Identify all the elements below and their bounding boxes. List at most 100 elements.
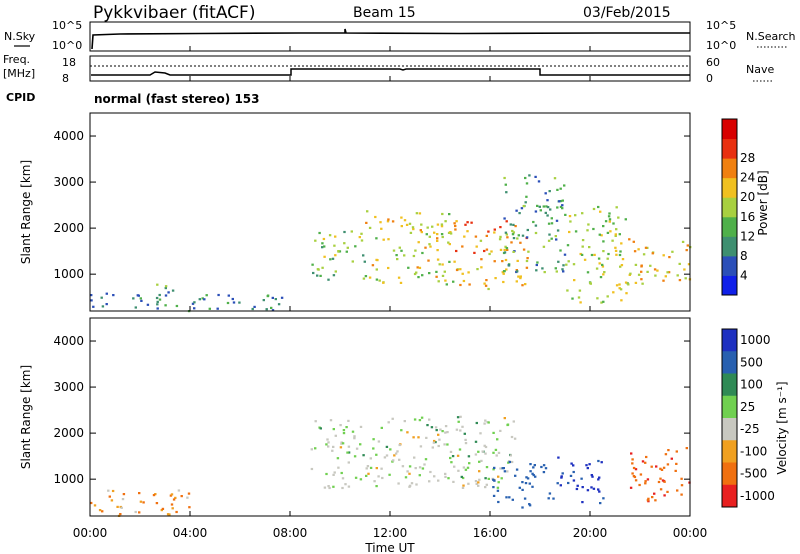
echo-cell — [601, 265, 605, 268]
station-title: Pykkvibaer (fitACF) — [93, 3, 255, 23]
echo-cell — [525, 195, 528, 198]
echo-cell — [505, 220, 508, 223]
echo-cell — [512, 420, 515, 423]
echo-cell — [576, 484, 579, 487]
echo-cell — [447, 477, 450, 480]
echo-cell — [437, 280, 440, 283]
echo-cell — [446, 431, 449, 434]
echo-cell — [387, 421, 390, 424]
echo-cell — [532, 220, 535, 224]
echo-cell — [441, 274, 445, 277]
echo-cell — [479, 239, 483, 242]
power-y-axis: 1000 2000 3000 4000 — [53, 129, 690, 281]
echo-cell — [416, 266, 419, 269]
echo-cell — [680, 477, 683, 480]
echo-cell — [654, 499, 657, 502]
echo-cell — [506, 236, 509, 239]
echo-cell — [368, 276, 372, 279]
echo-cell — [624, 281, 628, 284]
power-colorbar-block — [722, 216, 737, 237]
velocity-colorbar-tick: 500 — [740, 355, 763, 369]
echo-cell — [101, 305, 105, 308]
echo-cell — [554, 267, 557, 270]
echo-cell — [494, 448, 498, 451]
echo-cell — [615, 284, 619, 287]
echo-cell — [670, 457, 673, 460]
echo-cell — [362, 254, 365, 257]
echo-cell — [418, 466, 422, 469]
echo-cell — [340, 471, 343, 475]
echo-cell — [586, 467, 589, 470]
echo-cell — [667, 271, 671, 274]
echo-cell — [590, 253, 594, 257]
echo-cell — [359, 443, 362, 446]
echo-cell — [614, 233, 617, 236]
echo-cell — [521, 506, 524, 509]
echo-cell — [485, 483, 488, 486]
echo-cell — [362, 277, 366, 280]
echo-cell — [377, 440, 381, 443]
echo-cell — [415, 483, 418, 486]
echo-cell — [208, 307, 211, 310]
echo-cell — [507, 264, 511, 267]
echo-cell — [328, 486, 331, 490]
echo-cell — [524, 283, 527, 286]
echo-cell — [503, 417, 506, 420]
echo-cell — [588, 463, 591, 466]
echo-cell — [388, 473, 391, 476]
echo-cell — [339, 424, 342, 427]
echo-cell — [637, 273, 641, 276]
echo-cell — [499, 235, 502, 238]
echo-cell — [375, 453, 378, 456]
echo-cell — [371, 264, 375, 267]
echo-cell — [567, 481, 570, 485]
echo-cell — [493, 228, 496, 231]
echo-cell — [382, 238, 385, 241]
echo-cell — [441, 430, 444, 433]
echo-cell — [663, 480, 666, 483]
echo-cell — [563, 253, 567, 256]
freq-tick-bottom: 8 — [62, 72, 69, 85]
echo-cell — [475, 482, 478, 485]
power-ylabel: Slant Range [km] — [19, 160, 33, 264]
echo-cell — [353, 455, 357, 458]
echo-cell — [417, 241, 420, 244]
echo-cell — [457, 420, 460, 423]
echo-cell — [512, 231, 515, 234]
echo-cell — [412, 228, 415, 231]
echo-cell — [423, 463, 426, 466]
echo-cell — [534, 475, 537, 478]
echo-cell — [510, 460, 514, 464]
echo-cell — [270, 306, 273, 309]
echo-cell — [581, 239, 585, 242]
freq-unit: [MHz] — [3, 67, 35, 80]
nsky-tick-top: 10^5 — [52, 19, 82, 32]
echo-cell — [447, 231, 451, 234]
date-label: 03/Feb/2015 — [583, 5, 671, 21]
echo-cell — [555, 238, 558, 241]
echo-cell — [100, 296, 103, 299]
echo-cell — [403, 219, 407, 222]
echo-cell — [453, 260, 456, 263]
echo-cell — [618, 253, 622, 257]
echo-cell — [337, 466, 340, 469]
y-tick-label: 2000 — [53, 426, 84, 440]
echo-cell — [155, 502, 159, 505]
echo-cell — [474, 235, 478, 238]
echo-cell — [216, 307, 219, 310]
echo-cell — [504, 258, 508, 262]
echo-cell — [606, 295, 609, 298]
echo-cell — [503, 176, 506, 180]
echo-cell — [375, 237, 378, 240]
echo-cell — [368, 226, 372, 229]
echo-cell — [436, 237, 439, 240]
echo-cell — [505, 496, 508, 499]
echo-cell — [353, 437, 356, 440]
echo-cell — [436, 239, 439, 242]
echo-cell — [332, 445, 335, 448]
echo-cell — [101, 510, 104, 513]
echo-cell — [612, 222, 615, 225]
power-colorbar-block — [722, 177, 737, 198]
echo-cell — [122, 493, 126, 496]
echo-cell — [598, 262, 601, 265]
